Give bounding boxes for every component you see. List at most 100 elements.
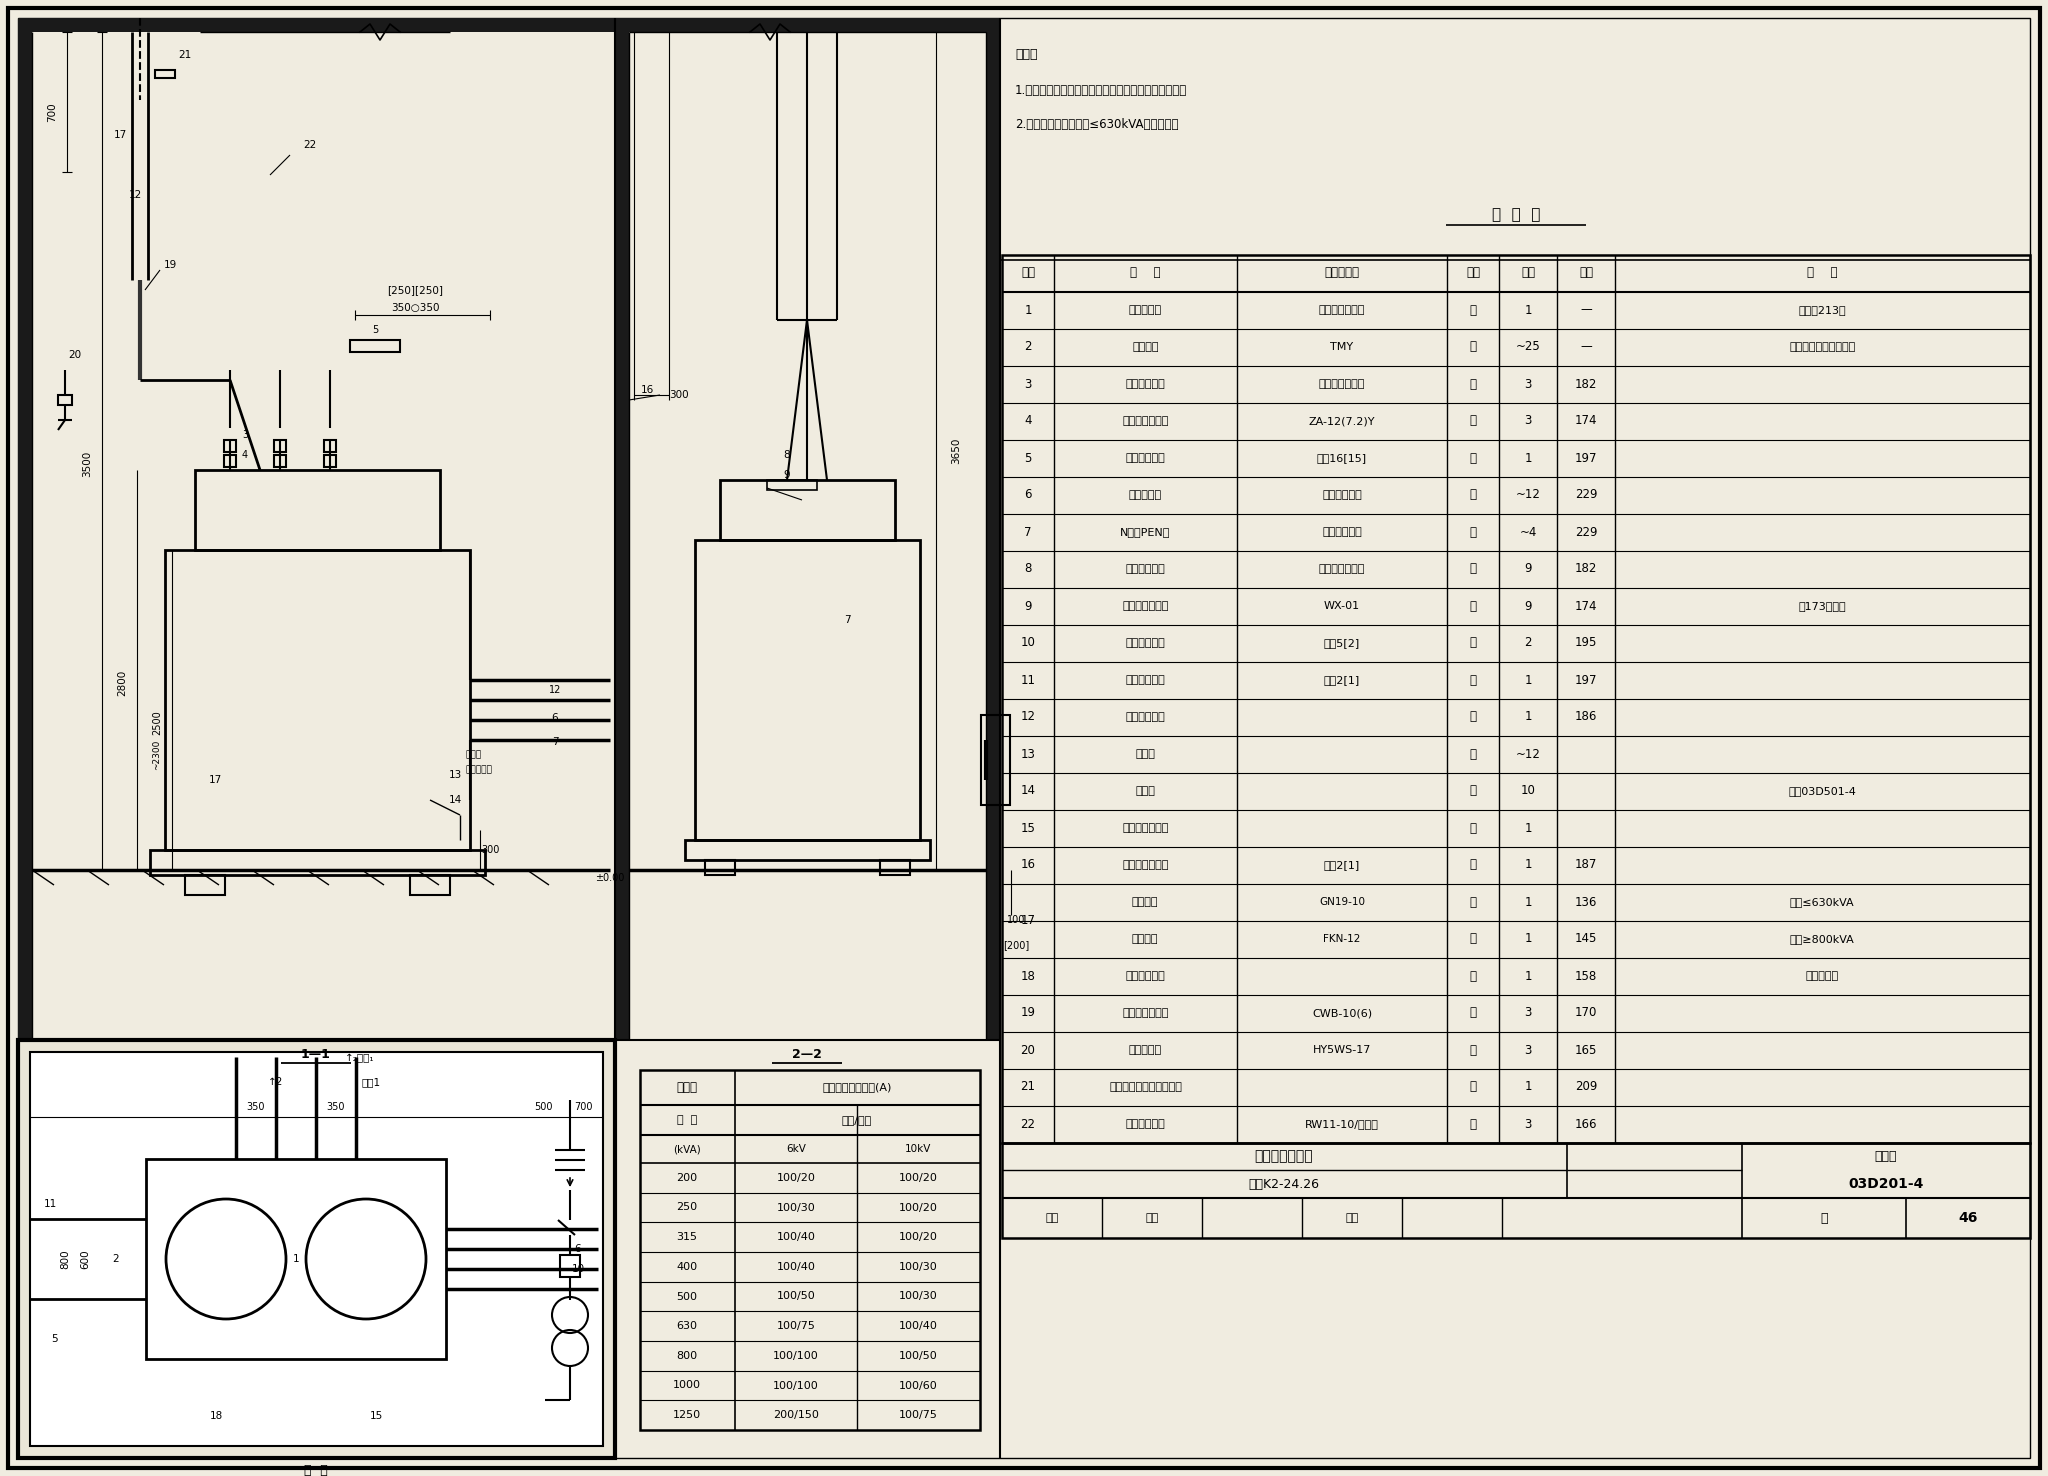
Text: 800: 800 <box>59 1249 70 1269</box>
Text: 型弟2[1]: 型弟2[1] <box>1323 861 1360 869</box>
Text: 1—1: 1—1 <box>301 1048 332 1061</box>
Bar <box>721 480 895 540</box>
Text: 校对: 校对 <box>1145 1213 1159 1224</box>
Text: 46: 46 <box>1958 1210 1978 1225</box>
Text: 2.［］内数字用于容量≤630kVA的变压器。: 2.［］内数字用于容量≤630kVA的变压器。 <box>1016 118 1178 131</box>
Text: 为配套产品: 为配套产品 <box>1806 971 1839 982</box>
Text: 187: 187 <box>1575 859 1597 871</box>
Text: 套: 套 <box>1470 1080 1477 1094</box>
Text: 规格按变压器容量确定: 规格按变压器容量确定 <box>1790 342 1855 351</box>
Text: (kVA): (kVA) <box>674 1144 700 1154</box>
Text: 设计: 设计 <box>1346 1213 1358 1224</box>
Text: 平  面: 平 面 <box>303 1464 328 1476</box>
Text: 付: 付 <box>1470 562 1477 576</box>
Text: ~4: ~4 <box>1520 525 1536 539</box>
Text: 参见03D501-4: 参见03D501-4 <box>1788 787 1855 796</box>
Text: 100/75: 100/75 <box>776 1321 815 1331</box>
Text: 100/50: 100/50 <box>776 1292 815 1302</box>
Text: 隔离开关: 隔离开关 <box>1133 897 1159 906</box>
Text: 197: 197 <box>1575 673 1597 686</box>
Text: 高压母线夹具: 高压母线夹具 <box>1126 379 1165 390</box>
Text: 高压避雷器: 高压避雷器 <box>1128 1045 1161 1055</box>
Text: 低压母线支架: 低压母线支架 <box>1126 675 1165 685</box>
Text: 7: 7 <box>551 737 559 747</box>
Text: 1: 1 <box>1524 710 1532 723</box>
Text: 1: 1 <box>1524 822 1532 834</box>
Text: 500: 500 <box>676 1292 698 1302</box>
Text: N线或PEN线: N线或PEN线 <box>1120 527 1171 537</box>
Text: 至接地装置: 至接地装置 <box>465 766 492 775</box>
Text: 手力操动机构: 手力操动机构 <box>1126 971 1165 982</box>
Text: 台: 台 <box>1470 304 1477 316</box>
Text: 个: 个 <box>1470 785 1477 797</box>
Text: 8: 8 <box>784 450 791 461</box>
Text: 250: 250 <box>676 1203 698 1212</box>
Text: 个: 个 <box>1470 415 1477 428</box>
Bar <box>324 455 336 466</box>
Text: 说明1: 说明1 <box>360 1077 381 1086</box>
Text: 500: 500 <box>535 1103 553 1111</box>
Text: 5: 5 <box>1024 452 1032 465</box>
Text: 5: 5 <box>51 1334 57 1345</box>
Text: 600: 600 <box>80 1249 90 1269</box>
Text: 5: 5 <box>373 325 379 335</box>
Bar <box>223 455 236 466</box>
Text: 19: 19 <box>164 260 176 270</box>
Text: 按母线截面确定: 按母线截面确定 <box>1319 564 1366 574</box>
Text: 付: 付 <box>1470 710 1477 723</box>
Text: 付: 付 <box>1470 378 1477 391</box>
Text: 12: 12 <box>549 685 561 695</box>
Text: 170: 170 <box>1575 1007 1597 1020</box>
Text: 接地线: 接地线 <box>465 750 481 760</box>
Text: 100/20: 100/20 <box>776 1173 815 1182</box>
Text: 1: 1 <box>1524 1080 1532 1094</box>
Text: 主接线: 主接线 <box>676 1080 698 1094</box>
Text: 100/60: 100/60 <box>899 1380 938 1390</box>
Text: 用于≥800kVA: 用于≥800kVA <box>1790 934 1853 945</box>
Text: 米: 米 <box>1470 747 1477 760</box>
Bar <box>18 1041 614 1458</box>
Text: 12: 12 <box>129 190 141 201</box>
Text: 20: 20 <box>1020 1044 1036 1057</box>
Text: RW11-10/见附表: RW11-10/见附表 <box>1305 1119 1378 1129</box>
Text: 说明：: 说明： <box>1016 49 1038 62</box>
Bar <box>156 69 174 78</box>
Text: 台: 台 <box>1470 933 1477 946</box>
Text: ↑2: ↑2 <box>268 1077 285 1086</box>
Bar <box>31 1052 602 1446</box>
Text: 229: 229 <box>1575 489 1597 502</box>
Text: 315: 315 <box>676 1232 698 1243</box>
Text: 4: 4 <box>242 450 248 461</box>
Text: 按173页装配: 按173页装配 <box>1798 601 1847 611</box>
Text: 序号: 序号 <box>1022 267 1034 279</box>
Text: 个: 个 <box>1470 1007 1477 1020</box>
Text: 1: 1 <box>1524 970 1532 983</box>
Text: 单位: 单位 <box>1466 267 1481 279</box>
Bar <box>694 540 920 840</box>
Text: 100/30: 100/30 <box>899 1262 938 1272</box>
Text: 100/30: 100/30 <box>776 1203 815 1212</box>
Text: 100/40: 100/40 <box>776 1232 815 1243</box>
Text: 19: 19 <box>1020 1007 1036 1020</box>
Text: 1: 1 <box>1524 452 1532 465</box>
Text: 变压器燕断器电流(A): 变压器燕断器电流(A) <box>823 1082 891 1092</box>
Text: 高压支柱绵缘子: 高压支柱绵缘子 <box>1122 416 1169 427</box>
Bar <box>195 469 440 551</box>
Text: 审核: 审核 <box>1044 1213 1059 1224</box>
Text: 1250: 1250 <box>674 1410 700 1420</box>
Text: 136: 136 <box>1575 896 1597 909</box>
Text: 型弟2[1]: 型弟2[1] <box>1323 675 1360 685</box>
Text: 接地规213页: 接地规213页 <box>1798 306 1847 314</box>
Text: 300: 300 <box>481 844 500 855</box>
Text: 米: 米 <box>1470 525 1477 539</box>
Text: 3: 3 <box>1524 1117 1532 1131</box>
Text: 米: 米 <box>1470 489 1477 502</box>
Text: 1: 1 <box>1524 859 1532 871</box>
Text: CWB-10(6): CWB-10(6) <box>1313 1008 1372 1018</box>
Text: —: — <box>1581 341 1591 353</box>
Text: ~2300: ~2300 <box>152 739 162 770</box>
Text: 200: 200 <box>676 1173 698 1182</box>
Text: 容  量: 容 量 <box>678 1114 696 1125</box>
Text: 高压架空引入线拉紧装置: 高压架空引入线拉紧装置 <box>1110 1082 1182 1092</box>
Text: 台: 台 <box>1470 970 1477 983</box>
